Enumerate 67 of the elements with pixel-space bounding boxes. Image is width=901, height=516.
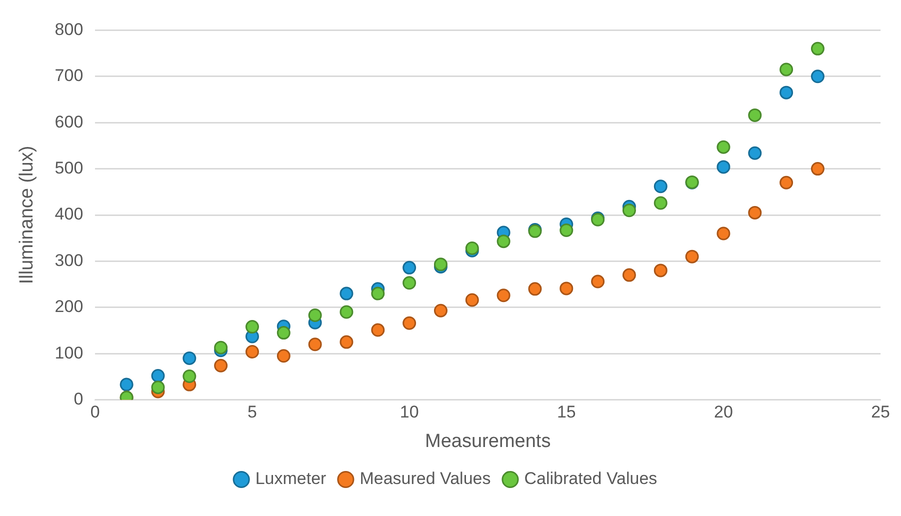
point [654, 180, 668, 194]
legend-label: Luxmeter [255, 469, 327, 488]
point [340, 305, 354, 319]
point [151, 369, 165, 383]
y-tick-label: 100 [54, 343, 84, 362]
point [654, 196, 668, 210]
x-axis-title: Measurements [425, 430, 551, 452]
x-tick-label: 25 [871, 402, 890, 422]
x-tick-label: 15 [556, 402, 576, 422]
legend-label: Measured Values [360, 469, 491, 488]
point [308, 308, 322, 322]
point [340, 335, 354, 349]
y-tick-label: 200 [54, 297, 84, 316]
point [214, 358, 228, 372]
point [716, 140, 730, 154]
y-tick-label: 300 [54, 250, 84, 270]
point [245, 345, 259, 358]
point [496, 234, 510, 248]
point [810, 70, 824, 84]
point [622, 204, 636, 218]
x-tick-label: 0 [90, 402, 100, 422]
x-tick-label: 5 [248, 402, 257, 422]
point [780, 86, 794, 100]
point [496, 288, 510, 302]
point [748, 108, 762, 122]
point [560, 282, 574, 296]
point [434, 304, 448, 318]
legend-label: Calibrated Values [524, 469, 658, 488]
x-tick-label: 20 [714, 402, 733, 422]
point [622, 268, 636, 282]
point [591, 274, 605, 288]
point [654, 264, 668, 278]
y-tick-label: 600 [54, 112, 84, 132]
point [748, 146, 762, 160]
point [528, 282, 542, 296]
point [276, 326, 290, 340]
point [685, 250, 699, 264]
point [151, 380, 165, 394]
point [810, 162, 824, 176]
point [182, 351, 196, 365]
point [780, 176, 794, 190]
point [402, 316, 416, 330]
y-tick-label: 800 [54, 20, 84, 39]
point [308, 338, 322, 352]
x-tick-label: 10 [400, 402, 419, 422]
point [560, 223, 574, 237]
point [371, 323, 385, 337]
point [748, 206, 762, 220]
point [276, 349, 290, 363]
point [716, 226, 730, 240]
point [340, 286, 354, 300]
point [780, 62, 794, 76]
point [371, 286, 385, 300]
point [120, 378, 134, 392]
point [214, 340, 228, 354]
point [810, 42, 824, 56]
y-tick-label: 400 [54, 204, 84, 224]
point [245, 320, 259, 334]
y-axis-title: Illuminance (lux) [16, 146, 38, 284]
y-tick-label: 700 [54, 66, 84, 86]
point [402, 276, 416, 290]
point [465, 293, 479, 307]
y-tick-label: 500 [54, 158, 84, 178]
point [402, 260, 416, 274]
point [182, 369, 196, 383]
point [716, 160, 730, 174]
y-tick-label: 0 [74, 389, 84, 408]
